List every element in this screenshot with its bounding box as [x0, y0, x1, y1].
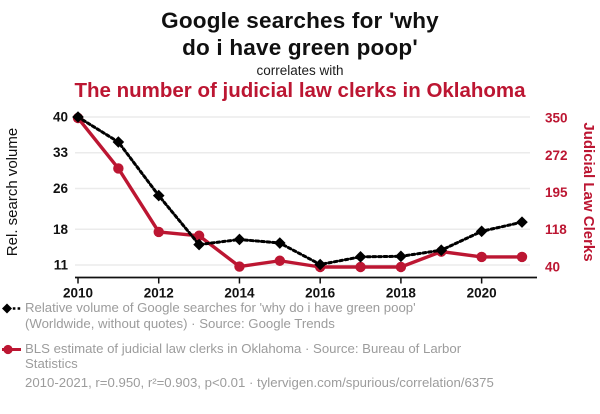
red-circle-solid-line-icon [2, 344, 21, 354]
legend-text-law-clerks: BLS estimate of judicial law clerks in O… [25, 340, 462, 372]
svg-text:18: 18 [53, 222, 69, 237]
svg-text:33: 33 [53, 145, 69, 160]
chart-title-red: The number of judicial law clerks in Okl… [74, 79, 526, 102]
svg-text:2016: 2016 [305, 286, 336, 301]
svg-text:2020: 2020 [467, 286, 497, 301]
svg-text:2010: 2010 [63, 286, 93, 301]
stats-citation-line: 2010-2021, r=0.950, r²=0.903, p<0.01 · t… [25, 375, 494, 390]
svg-text:195: 195 [545, 185, 568, 200]
svg-text:272: 272 [545, 148, 568, 163]
chart-title-black: Google searches for 'why do i have green… [0, 7, 600, 61]
svg-text:118: 118 [545, 222, 567, 237]
svg-text:11: 11 [54, 258, 69, 273]
svg-text:26: 26 [53, 181, 69, 196]
chart-plot-area: 2010 2012 2014 2016 2018 2020 40 33 26 18 11 350 272… [53, 110, 568, 301]
black-diamond-dashed-line-icon [2, 303, 21, 314]
correlates-with-label: correlates with [256, 63, 344, 78]
legend-item-google-searches: Relative volume of Google searches for '… [2, 300, 586, 332]
svg-text:40: 40 [545, 260, 560, 275]
legend: Relative volume of Google searches for '… [2, 300, 586, 381]
svg-text:2014: 2014 [224, 286, 255, 301]
svg-text:2018: 2018 [386, 286, 417, 301]
svg-text:2012: 2012 [144, 286, 174, 301]
legend-text-google-searches: Relative volume of Google searches for '… [25, 300, 416, 331]
legend-item-law-clerks: BLS estimate of judicial law clerks in O… [2, 341, 586, 373]
chart-title-line1: Google searches for 'why [161, 8, 439, 33]
left-axis-label: Rel. search volume [4, 128, 21, 256]
chart-title-line2: do i have green poop' [182, 35, 418, 60]
svg-text:350: 350 [545, 111, 568, 126]
right-axis-label: Judicial Law Clerks [580, 122, 597, 261]
svg-text:40: 40 [53, 110, 68, 125]
